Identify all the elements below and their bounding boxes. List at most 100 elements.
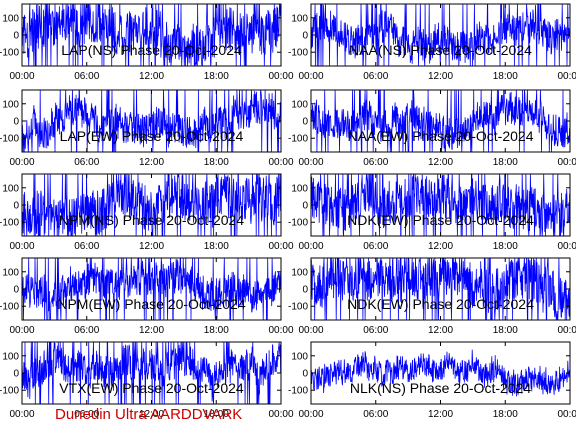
- phase-panel: 100 0 -100 00:00 06:00 12:00 18:00 00:00 VTX(EW)…: [0, 341, 294, 420]
- phase-trace: [311, 349, 570, 397]
- x-tick-label: 18:00: [493, 241, 518, 252]
- y-tick-label: 0: [13, 117, 19, 128]
- x-tick-label: 00:00: [298, 157, 323, 168]
- x-tick-label: 18:00: [493, 71, 518, 82]
- panel-title: NPM(EW) Phase 20-Oct-2024: [57, 296, 245, 312]
- x-tick-label: 18:00: [204, 71, 229, 82]
- x-tick-label: 12:00: [139, 157, 164, 168]
- x-tick-label: 12:00: [139, 241, 164, 252]
- x-tick-label: 00:00: [268, 71, 293, 82]
- y-tick-label: 0: [13, 285, 19, 296]
- x-tick-label: 12:00: [428, 71, 453, 82]
- panel-title: LAP(NS) Phase 20-Oct-2024: [61, 42, 242, 58]
- panel-title: NAA(EW) Phase 20-Oct-2024: [348, 128, 534, 144]
- y-tick-label: -100: [0, 48, 19, 59]
- x-tick-label: 18:00: [493, 157, 518, 168]
- x-tick-label: 18:00: [204, 409, 229, 420]
- x-tick-label: 12:00: [428, 409, 453, 420]
- x-tick-label: 00:00: [268, 157, 293, 168]
- x-tick-label: 00:00: [557, 325, 576, 336]
- y-tick-label: 100: [291, 183, 308, 194]
- x-tick-label: 06:00: [363, 325, 388, 336]
- y-tick-label: 0: [302, 31, 308, 42]
- phase-trace: [311, 174, 570, 236]
- panel-title: NLK(NS) Phase 20-Oct-2024: [350, 380, 532, 396]
- x-tick-label: 06:00: [363, 409, 388, 420]
- panel-title: VTX(EW) Phase 20-Oct-2024: [59, 380, 244, 396]
- x-tick-label: 06:00: [74, 409, 99, 420]
- x-tick-label: 00:00: [298, 71, 323, 82]
- figure-footer: Dunedin Ultra AARDDVARK: [55, 406, 242, 423]
- y-tick-label: 0: [13, 31, 19, 42]
- x-tick-label: 00:00: [268, 241, 293, 252]
- x-tick-label: 00:00: [9, 241, 34, 252]
- phase-trace: [311, 258, 570, 320]
- y-tick-label: 100: [2, 99, 19, 110]
- y-tick-label: 0: [302, 369, 308, 380]
- y-tick-label: -100: [0, 302, 19, 313]
- x-tick-label: 00:00: [557, 241, 576, 252]
- phase-panel: 100 0 -100 00:00 06:00 12:00 18:00 00:00 NLK(NS)…: [288, 341, 576, 420]
- x-tick-label: 18:00: [204, 325, 229, 336]
- phase-trace: [22, 4, 281, 66]
- phase-panel: 100 0 -100 00:00 06:00 12:00 18:00 00:00 NPM(NS)…: [0, 173, 294, 252]
- y-tick-label: 0: [13, 369, 19, 380]
- phase-trace: [22, 258, 281, 320]
- x-tick-label: 00:00: [557, 71, 576, 82]
- x-tick-label: 00:00: [9, 325, 34, 336]
- x-tick-label: 12:00: [139, 71, 164, 82]
- x-tick-label: 00:00: [268, 325, 293, 336]
- y-tick-label: 100: [2, 13, 19, 24]
- x-tick-label: 18:00: [204, 241, 229, 252]
- y-tick-label: 0: [13, 201, 19, 212]
- x-tick-label: 06:00: [74, 241, 99, 252]
- phase-trace: [22, 342, 281, 404]
- x-tick-label: 00:00: [298, 325, 323, 336]
- x-tick-label: 06:00: [74, 325, 99, 336]
- phase-panel: 100 0 -100 00:00 06:00 12:00 18:00 00:00 LAP(NS)…: [0, 3, 294, 82]
- phase-trace: [22, 174, 281, 236]
- x-tick-label: 18:00: [493, 325, 518, 336]
- x-tick-label: 00:00: [298, 241, 323, 252]
- x-tick-label: 06:00: [363, 157, 388, 168]
- y-tick-label: 100: [2, 183, 19, 194]
- x-tick-label: 06:00: [74, 157, 99, 168]
- y-tick-label: -100: [288, 134, 308, 145]
- y-tick-label: 100: [291, 267, 308, 278]
- x-tick-label: 06:00: [363, 71, 388, 82]
- phase-trace: [311, 4, 570, 66]
- y-tick-label: -100: [288, 386, 308, 397]
- x-tick-label: 00:00: [557, 157, 576, 168]
- x-tick-label: 12:00: [139, 325, 164, 336]
- y-tick-label: 0: [302, 285, 308, 296]
- x-tick-label: 00:00: [9, 71, 34, 82]
- y-tick-label: 0: [302, 201, 308, 212]
- phase-panel: 100 0 -100 00:00 06:00 12:00 18:00 00:00 NPM(EW)…: [0, 257, 294, 336]
- y-tick-label: 100: [2, 267, 19, 278]
- y-tick-label: -100: [288, 302, 308, 313]
- x-tick-label: 00:00: [9, 409, 34, 420]
- y-tick-label: -100: [0, 218, 19, 229]
- phase-panel: 100 0 -100 00:00 06:00 12:00 18:00 00:00 NDK(EW)…: [288, 173, 576, 252]
- phase-trace: [311, 90, 570, 152]
- panel-title: NPM(NS) Phase 20-Oct-2024: [59, 212, 244, 228]
- x-tick-label: 06:00: [363, 241, 388, 252]
- x-tick-label: 00:00: [298, 409, 323, 420]
- y-tick-label: -100: [0, 386, 19, 397]
- panel-title: LAP(EW) Phase 20-Oct-2024: [60, 128, 244, 144]
- phase-panel: 100 0 -100 00:00 06:00 12:00 18:00 00:00 NDK(EW)…: [288, 257, 576, 336]
- phase-trace: [22, 90, 281, 152]
- x-tick-label: 00:00: [268, 409, 293, 420]
- y-tick-label: -100: [288, 48, 308, 59]
- phase-panel: 100 0 -100 00:00 06:00 12:00 18:00 00:00 LAP(EW)…: [0, 89, 294, 168]
- y-tick-label: 100: [291, 99, 308, 110]
- x-tick-label: 12:00: [139, 409, 164, 420]
- x-tick-label: 12:00: [428, 241, 453, 252]
- y-tick-label: -100: [0, 134, 19, 145]
- x-tick-label: 00:00: [557, 409, 576, 420]
- x-tick-label: 18:00: [204, 157, 229, 168]
- x-tick-label: 00:00: [9, 157, 34, 168]
- x-tick-label: 18:00: [493, 409, 518, 420]
- y-tick-label: 0: [302, 117, 308, 128]
